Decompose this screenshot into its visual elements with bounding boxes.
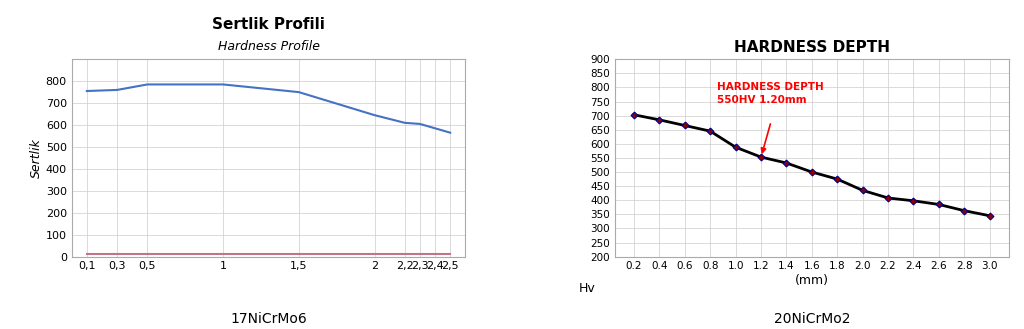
Text: Sertlik Profili: Sertlik Profili [212, 16, 325, 32]
Text: Hv: Hv [579, 282, 596, 295]
Text: Hardness Profile: Hardness Profile [217, 40, 319, 53]
Text: HARDNESS DEPTH
550HV 1.20mm: HARDNESS DEPTH 550HV 1.20mm [717, 82, 823, 105]
X-axis label: (mm): (mm) [795, 274, 828, 287]
Y-axis label: Sertlik: Sertlik [30, 138, 43, 178]
Title: HARDNESS DEPTH: HARDNESS DEPTH [734, 40, 890, 55]
Text: 17NiCrMo6: 17NiCrMo6 [230, 312, 307, 326]
Text: 20NiCrMo2: 20NiCrMo2 [773, 312, 850, 326]
